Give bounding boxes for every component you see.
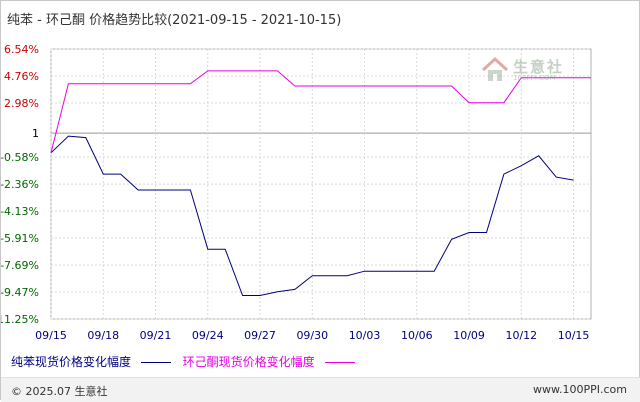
footer-bar: © 2025.07 生意社 www.100PPI.com	[1, 377, 640, 402]
y-tick-label: -7.69%	[1, 259, 39, 272]
legend-label-series1: 纯苯现货价格变化幅度	[11, 355, 132, 369]
x-tick-label: 10/15	[558, 329, 590, 342]
x-tick-label: 10/06	[401, 329, 433, 342]
y-tick-label: 4.76%	[4, 70, 39, 83]
chart-title: 纯苯 - 环己酮 价格趋势比较(2021-09-15 - 2021-10-15)	[7, 13, 342, 28]
y-tick-label: -2.36%	[1, 178, 39, 191]
x-tick-label: 09/24	[192, 329, 224, 342]
copyright-text: © 2025.07 生意社	[11, 385, 108, 398]
legend-label-series2: 环己酮现货价格变化幅度	[182, 355, 315, 369]
watermark: 生意社 100PPI.COM	[481, 56, 581, 86]
x-tick-label: 09/27	[244, 329, 276, 342]
x-tick-label: 09/30	[296, 329, 328, 342]
y-tick-label: -0.58%	[1, 151, 39, 164]
legend-item-series2: 环己酮现货价格变化幅度	[183, 353, 355, 370]
y-tick-label: 2.98%	[4, 97, 39, 110]
y-tick-label: 1	[32, 127, 39, 140]
legend-swatch-series2	[324, 362, 355, 363]
y-tick-label: 6.54%	[4, 43, 39, 56]
y-tick-label: -9.47%	[1, 286, 39, 299]
legend-swatch-series1	[140, 362, 171, 363]
y-tick-label: -4.13%	[1, 205, 39, 218]
y-tick-label: -5.91%	[1, 232, 39, 245]
x-tick-label: 10/12	[505, 329, 537, 342]
x-tick-label: 10/09	[453, 329, 485, 342]
x-tick-label: 09/18	[87, 329, 119, 342]
legend: 纯苯现货价格变化幅度 环己酮现货价格变化幅度	[11, 353, 363, 370]
watermark-text: 生意社	[513, 58, 565, 76]
house-logo-icon	[481, 56, 509, 81]
x-tick-label: 09/21	[140, 329, 172, 342]
watermark-subtext: 100PPI.COM	[513, 74, 556, 82]
x-tick-label: 10/03	[349, 329, 381, 342]
series-line-2	[50, 70, 591, 153]
legend-item-series1: 纯苯现货价格变化幅度	[11, 353, 171, 370]
y-tick-label: -11.25%	[1, 313, 39, 326]
site-url-link[interactable]: www.100PPI.com	[533, 383, 627, 396]
series-line-1	[50, 135, 574, 296]
x-tick-label: 09/15	[35, 329, 67, 342]
